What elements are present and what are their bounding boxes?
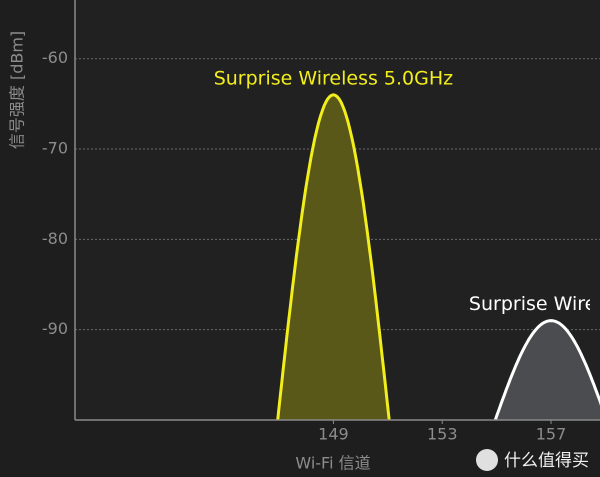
x-axis-label: Wi-Fi 信道 xyxy=(295,454,370,473)
x-tick-label: 157 xyxy=(536,425,567,444)
signal-curve xyxy=(276,93,391,420)
network-label: Surprise Wireless xyxy=(469,293,600,315)
watermark: 什么值得买 xyxy=(476,449,589,471)
y-tick-label: -70 xyxy=(42,139,68,158)
y-tick-label: -80 xyxy=(42,229,68,248)
signal-curve xyxy=(493,319,600,420)
x-tick-label: 149 xyxy=(318,425,349,444)
y-axis-label: 信号强度 [dBm] xyxy=(8,31,27,149)
watermark-text: 什么值得买 xyxy=(504,451,589,471)
x-tick-label: 153 xyxy=(427,425,458,444)
y-tick-label: -60 xyxy=(42,48,68,67)
y-tick-label: -90 xyxy=(42,319,68,338)
watermark-icon xyxy=(476,449,498,471)
network-label: Surprise Wireless 5.0GHz xyxy=(214,67,453,89)
